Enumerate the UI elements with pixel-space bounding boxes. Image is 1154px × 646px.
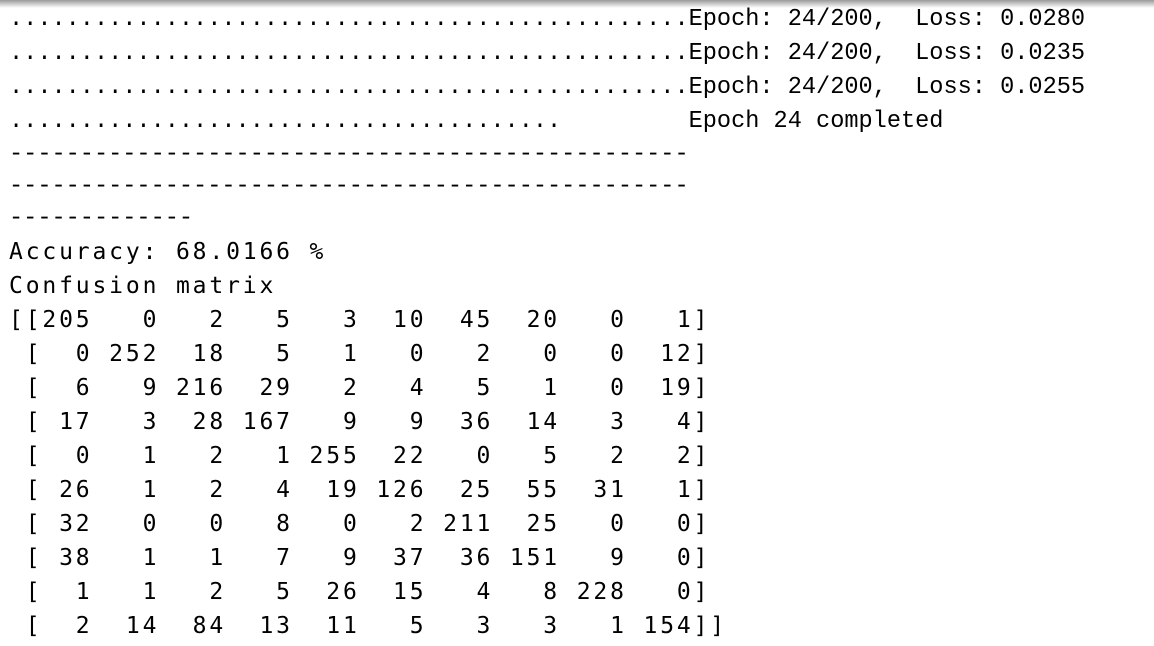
confusion-matrix-row: [ 26 1 2 4 19 126 25 55 31 1]: [9, 477, 711, 503]
confusion-matrix-row: [ 38 1 1 7 9 37 36 151 9 0]: [9, 545, 711, 571]
confusion-matrix-row: [ 32 0 0 8 0 2 211 25 0 0]: [9, 511, 711, 537]
separator-line-3: -------------: [9, 205, 194, 232]
separator-line-1: ----------------------------------------…: [9, 141, 689, 168]
confusion-matrix-label: Confusion matrix: [9, 273, 277, 299]
confusion-matrix-row: [ 6 9 216 29 2 4 5 1 0 19]: [9, 375, 711, 401]
log-line-loss-1: ........................................…: [9, 6, 1086, 33]
confusion-matrix: [[205 0 2 5 3 10 45 20 0 1] [ 0 252 18 5…: [9, 303, 1085, 643]
window-top-shadow: [0, 0, 1154, 8]
log-line-loss-3: ........................................…: [9, 74, 1086, 101]
confusion-matrix-row: [ 1 1 2 5 26 15 4 8 228 0]: [9, 579, 711, 605]
log-line-epoch-completed: ....................................... …: [9, 108, 944, 135]
confusion-matrix-row: [ 0 1 2 1 255 22 0 5 2 2]: [9, 443, 711, 469]
confusion-matrix-row: [ 2 14 84 13 11 5 3 3 1 154]]: [9, 613, 727, 639]
confusion-matrix-row: [[205 0 2 5 3 10 45 20 0 1]: [9, 307, 711, 333]
accuracy-line: Accuracy: 68.0166 %: [9, 239, 327, 265]
log-line-loss-2: ........................................…: [9, 40, 1086, 67]
separator-line-2: ----------------------------------------…: [9, 173, 689, 200]
console-output: ........................................…: [9, 3, 1085, 643]
confusion-matrix-row: [ 0 252 18 5 1 0 2 0 0 12]: [9, 341, 711, 367]
confusion-matrix-row: [ 17 3 28 167 9 9 36 14 3 4]: [9, 409, 711, 435]
